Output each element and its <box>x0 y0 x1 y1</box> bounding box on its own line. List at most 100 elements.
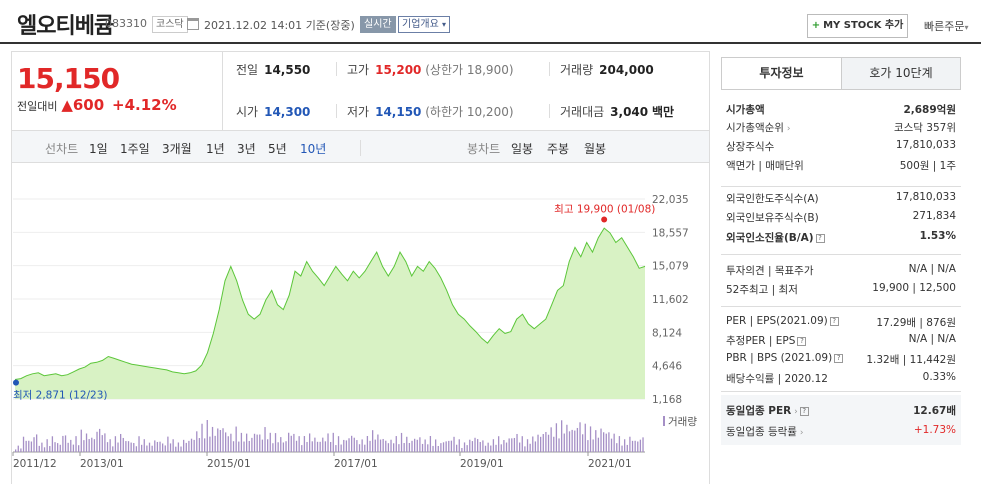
volume-bar <box>605 433 607 452</box>
my-stock-add-button[interactable]: + MY STOCK 추가 <box>807 14 908 38</box>
volume-bar <box>624 439 626 452</box>
volume-bar <box>51 436 54 452</box>
volume-bar <box>387 443 390 452</box>
tab-invest-info[interactable]: 투자정보 <box>722 58 841 89</box>
volume-bar <box>337 436 340 452</box>
chevron-right-icon[interactable]: › <box>796 428 804 438</box>
volume-bar <box>219 429 222 452</box>
y-tick-label: 22,035 <box>652 194 689 206</box>
tab-3m[interactable]: 3개월 <box>162 142 192 156</box>
invest-info-label: 외국인소진율(B/A)? <box>726 230 825 245</box>
tab-5y[interactable]: 5년 <box>268 142 287 156</box>
volume-bar <box>180 446 182 452</box>
invest-info-label: 시가총액순위 › <box>726 122 791 134</box>
volume-bar <box>516 433 518 452</box>
quote-datetime: 2021.12.02 14:01 기준(장중) <box>204 19 355 32</box>
company-info-dropdown[interactable]: 기업개요 ▾ <box>398 16 451 33</box>
help-icon[interactable]: ? <box>799 406 809 416</box>
volume-bar <box>28 440 30 452</box>
tab-1d[interactable]: 1일 <box>89 142 108 156</box>
volume-bar <box>59 444 61 452</box>
chevron-right-icon[interactable]: › <box>783 124 791 134</box>
invest-info-value: 17.29배 | 876원 <box>876 317 956 329</box>
stat-low: 저가 14,150 (하한가 10,200) <box>347 105 514 119</box>
volume-bar <box>385 440 387 452</box>
invest-info-label: PER | EPS(2021.09)? <box>726 315 839 327</box>
stock-name: 엘오티베큠 <box>17 14 114 39</box>
volume-bar <box>222 428 224 452</box>
volume-bar <box>125 441 127 452</box>
volume-bar <box>390 439 392 452</box>
invest-info-label: 52주최고 | 최저 <box>726 284 798 296</box>
tab-10y[interactable]: 10년 <box>300 142 327 156</box>
volume-bar <box>366 436 369 452</box>
invest-info-label: 액면가 | 매매단위 <box>726 160 804 172</box>
min-label: 최저 2,871 (12/23) <box>13 390 108 402</box>
volume-bar <box>639 439 642 452</box>
volume-bar <box>38 445 40 452</box>
volume-bar <box>106 442 109 452</box>
stat-amount: 거래대금 3,040 백만 <box>560 105 675 119</box>
volume-bar <box>629 436 631 452</box>
volume-bar <box>348 438 350 452</box>
invest-info-row: 동일업종 등락률 › +1.73% <box>726 424 956 443</box>
volume-bar <box>448 440 450 452</box>
volume-bar <box>272 443 274 452</box>
invest-info-label: 외국인한도주식수(A) <box>726 193 819 205</box>
volume-bar <box>259 434 261 452</box>
invest-info-label: 동일업종 PER ›? <box>726 403 809 418</box>
volume-bar <box>437 446 439 452</box>
volume-bar <box>414 438 416 452</box>
tab-monthly[interactable]: 월봉 <box>584 142 607 156</box>
volume-bar <box>316 441 319 452</box>
market-badge: 코스닥 <box>152 16 188 33</box>
volume-bar <box>393 443 395 452</box>
volume-bar <box>256 434 258 452</box>
help-icon[interactable]: ? <box>815 233 825 243</box>
volume-bar <box>322 437 324 452</box>
quick-order-dropdown[interactable]: 빠른주문▾ <box>924 20 969 33</box>
current-price: 15,150 <box>17 62 120 95</box>
help-icon[interactable]: ? <box>834 353 844 363</box>
volume-bar <box>290 435 292 452</box>
volume-bar <box>46 439 48 452</box>
volume-bar <box>57 443 59 452</box>
volume-bar <box>616 443 618 452</box>
volume-bar <box>458 439 460 452</box>
help-icon[interactable]: ? <box>797 336 807 346</box>
volume-bar <box>298 436 300 452</box>
volume-bar <box>526 439 529 452</box>
volume-bar <box>235 426 237 452</box>
tab-quote-10[interactable]: 호가 10단계 <box>841 58 960 89</box>
y-tick-label: 4,646 <box>652 361 682 373</box>
chevron-right-icon[interactable]: › <box>791 407 798 417</box>
volume-bar <box>377 434 379 452</box>
invest-info-row: 추정PER | EPS? N/A | N/A <box>726 333 956 352</box>
invest-info-row: 외국인보유주식수(B) 271,834 <box>726 210 956 229</box>
x-tick-label: 2013/01 <box>80 458 124 470</box>
volume-bar <box>41 442 43 452</box>
tab-1y[interactable]: 1년 <box>206 142 225 156</box>
tab-1w[interactable]: 1주일 <box>120 142 150 156</box>
x-tick-label: 2015/01 <box>207 458 251 470</box>
volume-bar <box>576 427 579 452</box>
invest-info-value: 17,810,033 <box>895 139 956 151</box>
volume-bar <box>67 442 69 452</box>
tab-3y[interactable]: 3년 <box>237 142 256 156</box>
help-icon[interactable]: ? <box>829 316 839 326</box>
volume-bar <box>435 439 437 452</box>
invest-info-value: 1.53% <box>919 230 956 242</box>
volume-bar <box>505 442 508 452</box>
volume-bar <box>324 441 327 452</box>
volume-bar <box>151 445 153 452</box>
live-badge[interactable]: 실시간 <box>360 16 396 33</box>
volume-bar <box>75 436 77 452</box>
tab-weekly[interactable]: 주봉 <box>547 142 570 156</box>
invest-info-value: 12.67배 <box>913 405 956 417</box>
min-point <box>13 379 19 386</box>
invest-info-row: 시가총액 2,689억원 <box>726 102 956 121</box>
volume-bar <box>332 432 334 452</box>
y-tick-label: 15,079 <box>652 261 689 273</box>
tab-daily[interactable]: 일봉 <box>511 142 534 156</box>
volume-bar <box>537 434 539 452</box>
